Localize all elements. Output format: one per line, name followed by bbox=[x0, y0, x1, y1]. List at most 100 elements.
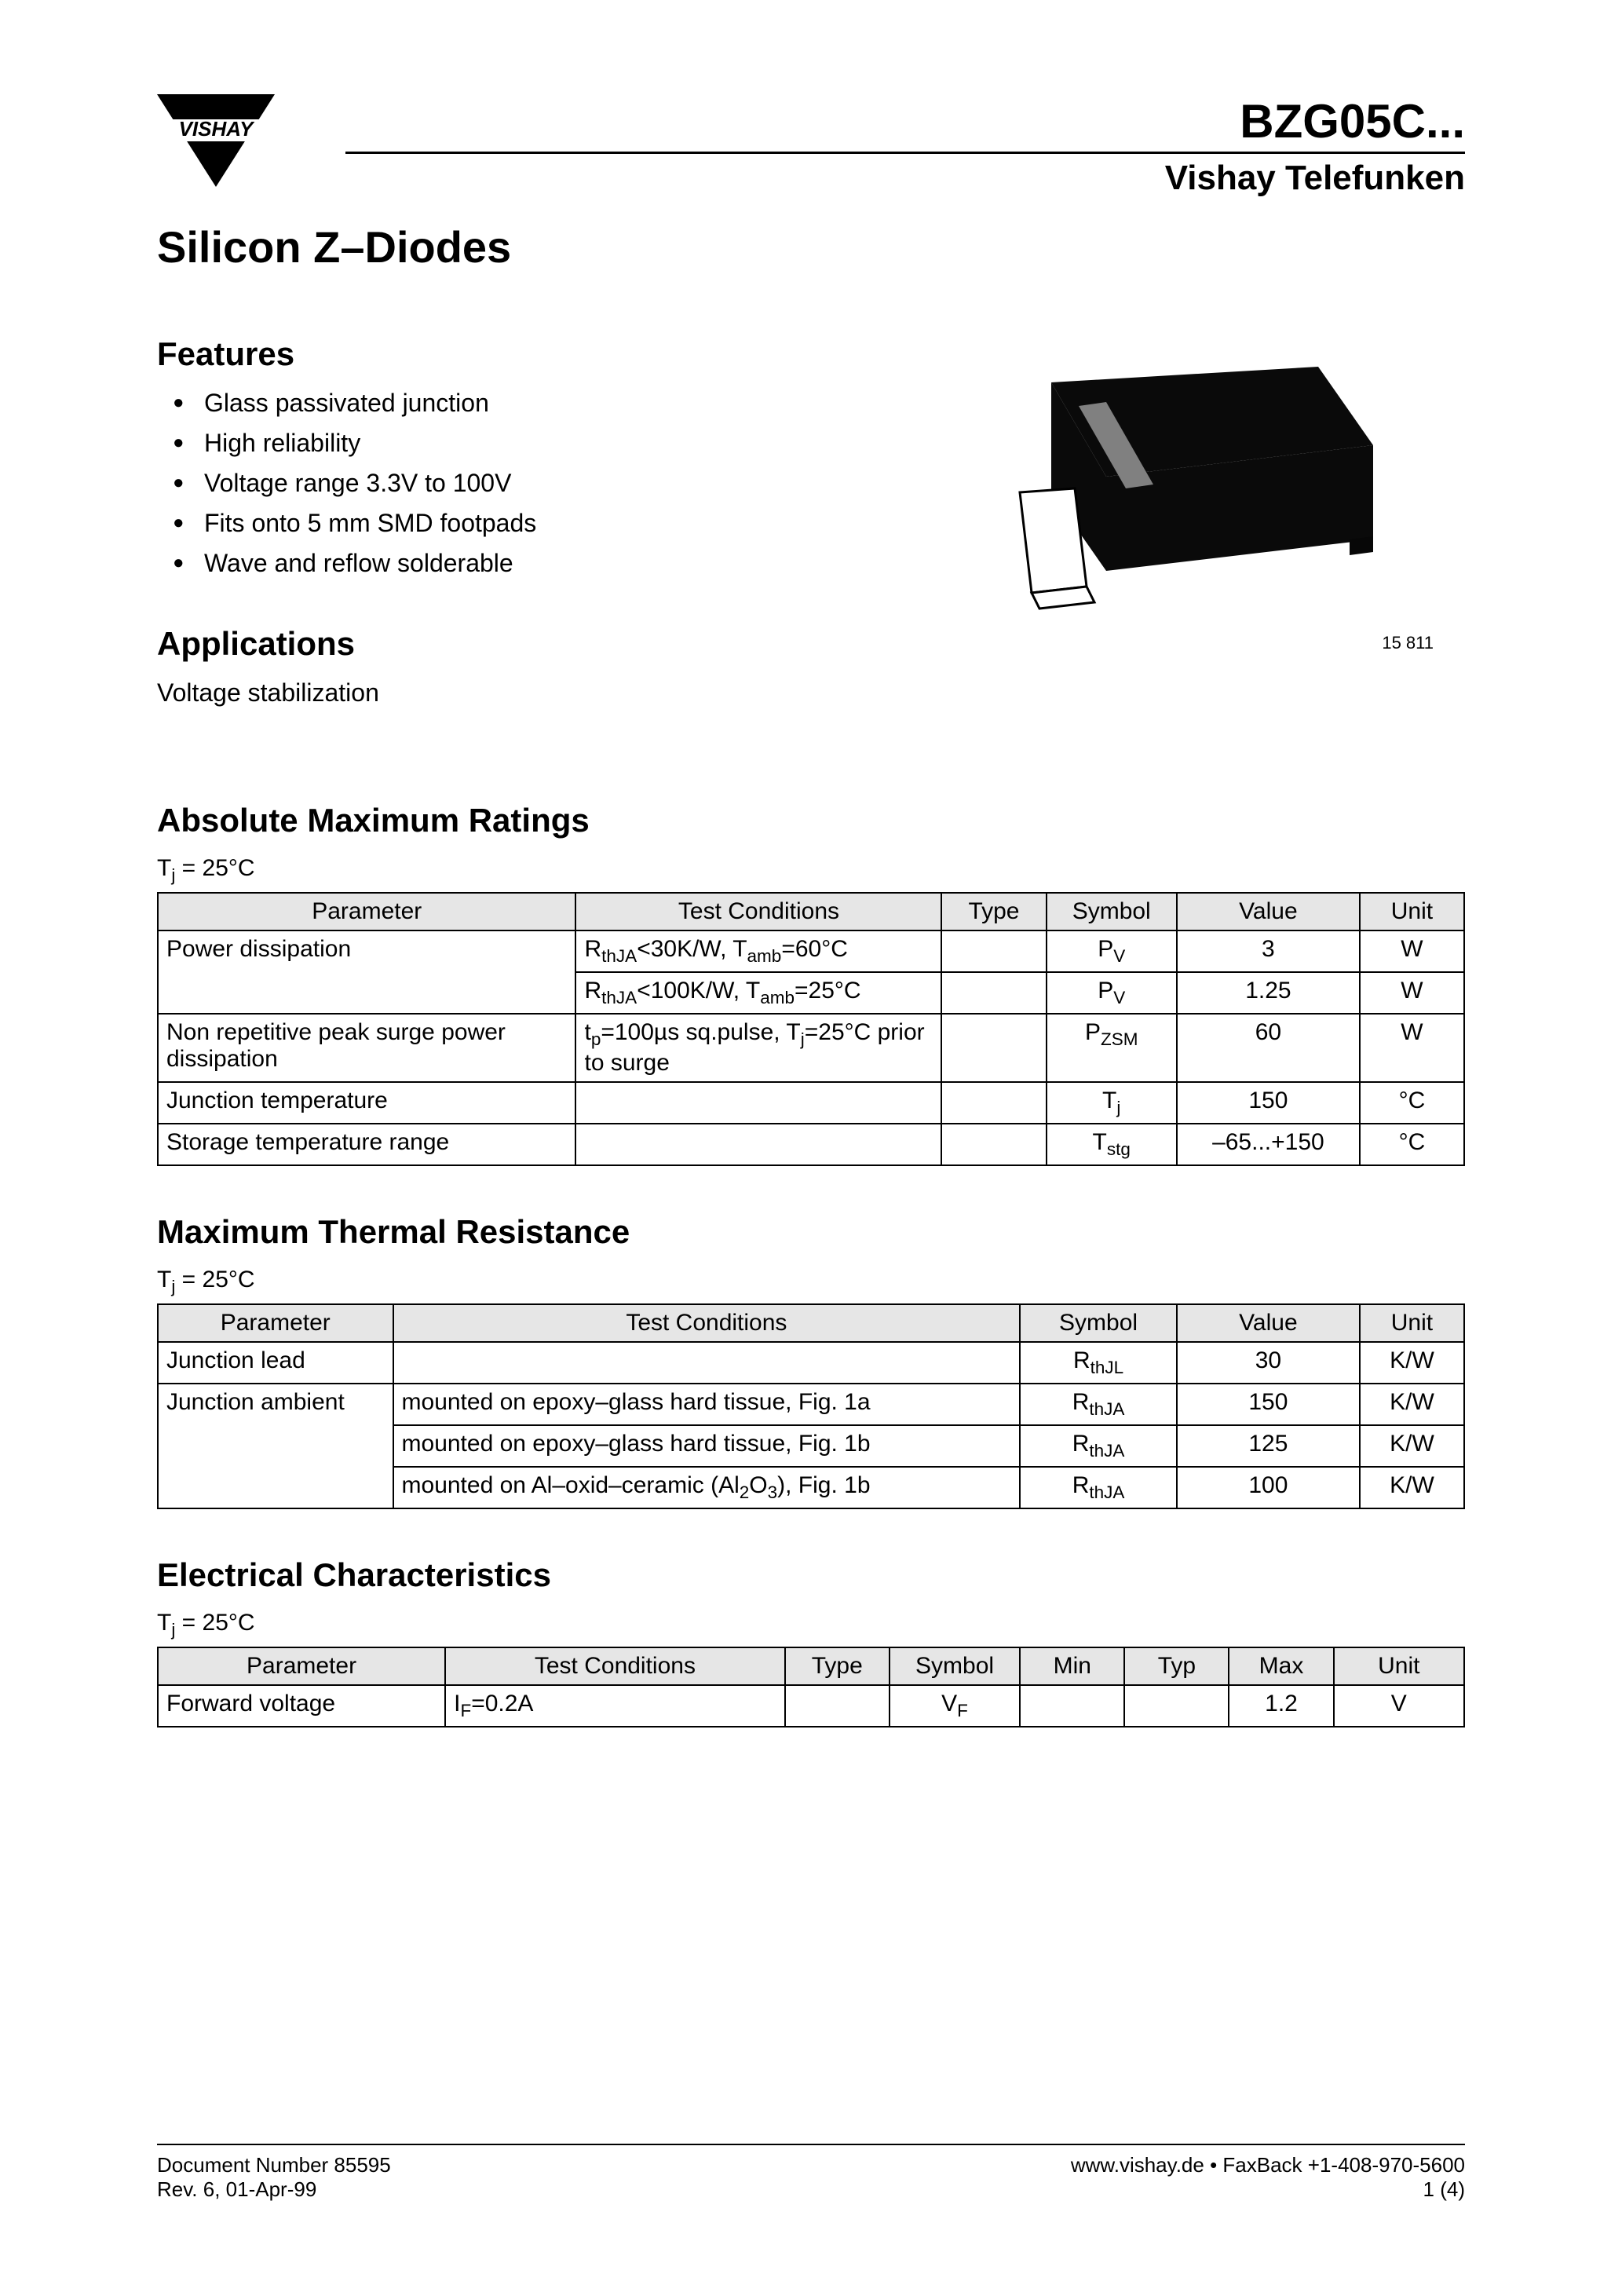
col-max: Max bbox=[1229, 1647, 1333, 1685]
table-row: Non repetitive peak surge power dissipat… bbox=[158, 1014, 1464, 1082]
cell-val: 60 bbox=[1177, 1014, 1360, 1082]
table-row: Power dissipation RthJA<30K/W, Tamb=60°C… bbox=[158, 930, 1464, 972]
package-figure: 15 811 bbox=[890, 335, 1465, 669]
cell-typ bbox=[1124, 1685, 1229, 1727]
cell-val: 125 bbox=[1177, 1425, 1360, 1467]
cell-unit: °C bbox=[1360, 1082, 1464, 1124]
subtitle: Vishay Telefunken bbox=[345, 159, 1465, 198]
table-row: Storage temperature range Tstg –65...+15… bbox=[158, 1124, 1464, 1165]
table-header-row: Parameter Test Conditions Symbol Value U… bbox=[158, 1304, 1464, 1342]
cell-param: Forward voltage bbox=[158, 1685, 445, 1727]
cell-unit: W bbox=[1360, 1014, 1464, 1082]
header-row: VISHAY BZG05C... Vishay Telefunken bbox=[157, 94, 1465, 198]
table-row: Junction lead RthJL 30 K/W bbox=[158, 1342, 1464, 1384]
cell-val: 150 bbox=[1177, 1082, 1360, 1124]
footer-url: www.vishay.de • FaxBack +1-408-970-5600 bbox=[1071, 2153, 1465, 2177]
cell-sym: RthJA bbox=[1020, 1384, 1177, 1425]
footer-left: Document Number 85595 Rev. 6, 01-Apr-99 bbox=[157, 2153, 391, 2202]
col-parameter: Parameter bbox=[158, 1304, 393, 1342]
cell-unit: K/W bbox=[1360, 1425, 1464, 1467]
cell-unit: °C bbox=[1360, 1124, 1464, 1165]
feature-item: Wave and reflow solderable bbox=[181, 549, 837, 578]
col-value: Value bbox=[1177, 893, 1360, 930]
cell-cond: mounted on epoxy–glass hard tissue, Fig.… bbox=[393, 1425, 1021, 1467]
mtr-condition: Tj = 25°C bbox=[157, 1267, 1465, 1297]
cell-unit: K/W bbox=[1360, 1384, 1464, 1425]
cell-type bbox=[785, 1685, 890, 1727]
table-header-row: Parameter Test Conditions Type Symbol Mi… bbox=[158, 1647, 1464, 1685]
cell-cond: mounted on epoxy–glass hard tissue, Fig.… bbox=[393, 1384, 1021, 1425]
cell-val: –65...+150 bbox=[1177, 1124, 1360, 1165]
amr-heading: Absolute Maximum Ratings bbox=[157, 802, 1465, 839]
cell-param: Junction lead bbox=[158, 1342, 393, 1384]
mtr-heading: Maximum Thermal Resistance bbox=[157, 1213, 1465, 1251]
cell-sym: PV bbox=[1047, 972, 1177, 1014]
main-title: Silicon Z–Diodes bbox=[157, 221, 1465, 272]
col-unit: Unit bbox=[1360, 1304, 1464, 1342]
cell-type bbox=[941, 1082, 1046, 1124]
table-row: Forward voltage IF=0.2A VF 1.2 V bbox=[158, 1685, 1464, 1727]
cell-type bbox=[941, 972, 1046, 1014]
col-type: Type bbox=[785, 1647, 890, 1685]
cell-sym: Tj bbox=[1047, 1082, 1177, 1124]
figure-number: 15 811 bbox=[1382, 633, 1434, 653]
smd-package-icon bbox=[957, 335, 1397, 665]
col-min: Min bbox=[1020, 1647, 1124, 1685]
feature-item: Fits onto 5 mm SMD footpads bbox=[181, 509, 837, 538]
cell-cond bbox=[575, 1124, 941, 1165]
col-conditions: Test Conditions bbox=[445, 1647, 785, 1685]
table-header-row: Parameter Test Conditions Type Symbol Va… bbox=[158, 893, 1464, 930]
applications-heading: Applications bbox=[157, 625, 837, 663]
cell-val: 30 bbox=[1177, 1342, 1360, 1384]
amr-condition: Tj = 25°C bbox=[157, 855, 1465, 886]
cell-unit: K/W bbox=[1360, 1342, 1464, 1384]
col-unit: Unit bbox=[1334, 1647, 1464, 1685]
cell-cond: RthJA<30K/W, Tamb=60°C bbox=[575, 930, 941, 972]
col-type: Type bbox=[941, 893, 1046, 930]
cell-cond bbox=[575, 1082, 941, 1124]
cell-sym: RthJL bbox=[1020, 1342, 1177, 1384]
ec-table: Parameter Test Conditions Type Symbol Mi… bbox=[157, 1647, 1465, 1727]
col-conditions: Test Conditions bbox=[575, 893, 941, 930]
cell-param: Junction temperature bbox=[158, 1082, 575, 1124]
cell-param: Non repetitive peak surge power dissipat… bbox=[158, 1014, 575, 1082]
cell-cond: mounted on Al–oxid–ceramic (Al2O3), Fig.… bbox=[393, 1467, 1021, 1508]
cell-cond: IF=0.2A bbox=[445, 1685, 785, 1727]
cell-val: 3 bbox=[1177, 930, 1360, 972]
table-row: Junction ambient mounted on epoxy–glass … bbox=[158, 1384, 1464, 1425]
vishay-logo-icon: VISHAY bbox=[157, 94, 275, 188]
col-symbol: Symbol bbox=[1020, 1304, 1177, 1342]
product-code: BZG05C... bbox=[345, 94, 1465, 154]
col-parameter: Parameter bbox=[158, 1647, 445, 1685]
col-symbol: Symbol bbox=[1047, 893, 1177, 930]
cell-unit: W bbox=[1360, 972, 1464, 1014]
cell-type bbox=[941, 1124, 1046, 1165]
cell-cond: tp=100µs sq.pulse, Tj=25°C prior to surg… bbox=[575, 1014, 941, 1082]
cell-val: 100 bbox=[1177, 1467, 1360, 1508]
col-conditions: Test Conditions bbox=[393, 1304, 1021, 1342]
cell-unit: V bbox=[1334, 1685, 1464, 1727]
logo-block: VISHAY bbox=[157, 94, 314, 192]
ec-condition: Tj = 25°C bbox=[157, 1610, 1465, 1640]
cell-param: Storage temperature range bbox=[158, 1124, 575, 1165]
cell-type bbox=[941, 930, 1046, 972]
page-footer: Document Number 85595 Rev. 6, 01-Apr-99 … bbox=[157, 2144, 1465, 2202]
mtr-table: Parameter Test Conditions Symbol Value U… bbox=[157, 1303, 1465, 1509]
cell-min bbox=[1020, 1685, 1124, 1727]
cell-sym: RthJA bbox=[1020, 1467, 1177, 1508]
cell-val: 150 bbox=[1177, 1384, 1360, 1425]
page-number: 1 (4) bbox=[1071, 2177, 1465, 2202]
cell-val: 1.25 bbox=[1177, 972, 1360, 1014]
title-block: BZG05C... Vishay Telefunken bbox=[345, 94, 1465, 198]
cell-sym: RthJA bbox=[1020, 1425, 1177, 1467]
cell-sym: Tstg bbox=[1047, 1124, 1177, 1165]
col-symbol: Symbol bbox=[890, 1647, 1020, 1685]
cell-unit: W bbox=[1360, 930, 1464, 972]
col-unit: Unit bbox=[1360, 893, 1464, 930]
cell-unit: K/W bbox=[1360, 1467, 1464, 1508]
table-row: Junction temperature Tj 150 °C bbox=[158, 1082, 1464, 1124]
doc-number: Document Number 85595 bbox=[157, 2153, 391, 2177]
cell-sym: PV bbox=[1047, 930, 1177, 972]
cell-cond: RthJA<100K/W, Tamb=25°C bbox=[575, 972, 941, 1014]
cell-param: Power dissipation bbox=[158, 930, 575, 1014]
